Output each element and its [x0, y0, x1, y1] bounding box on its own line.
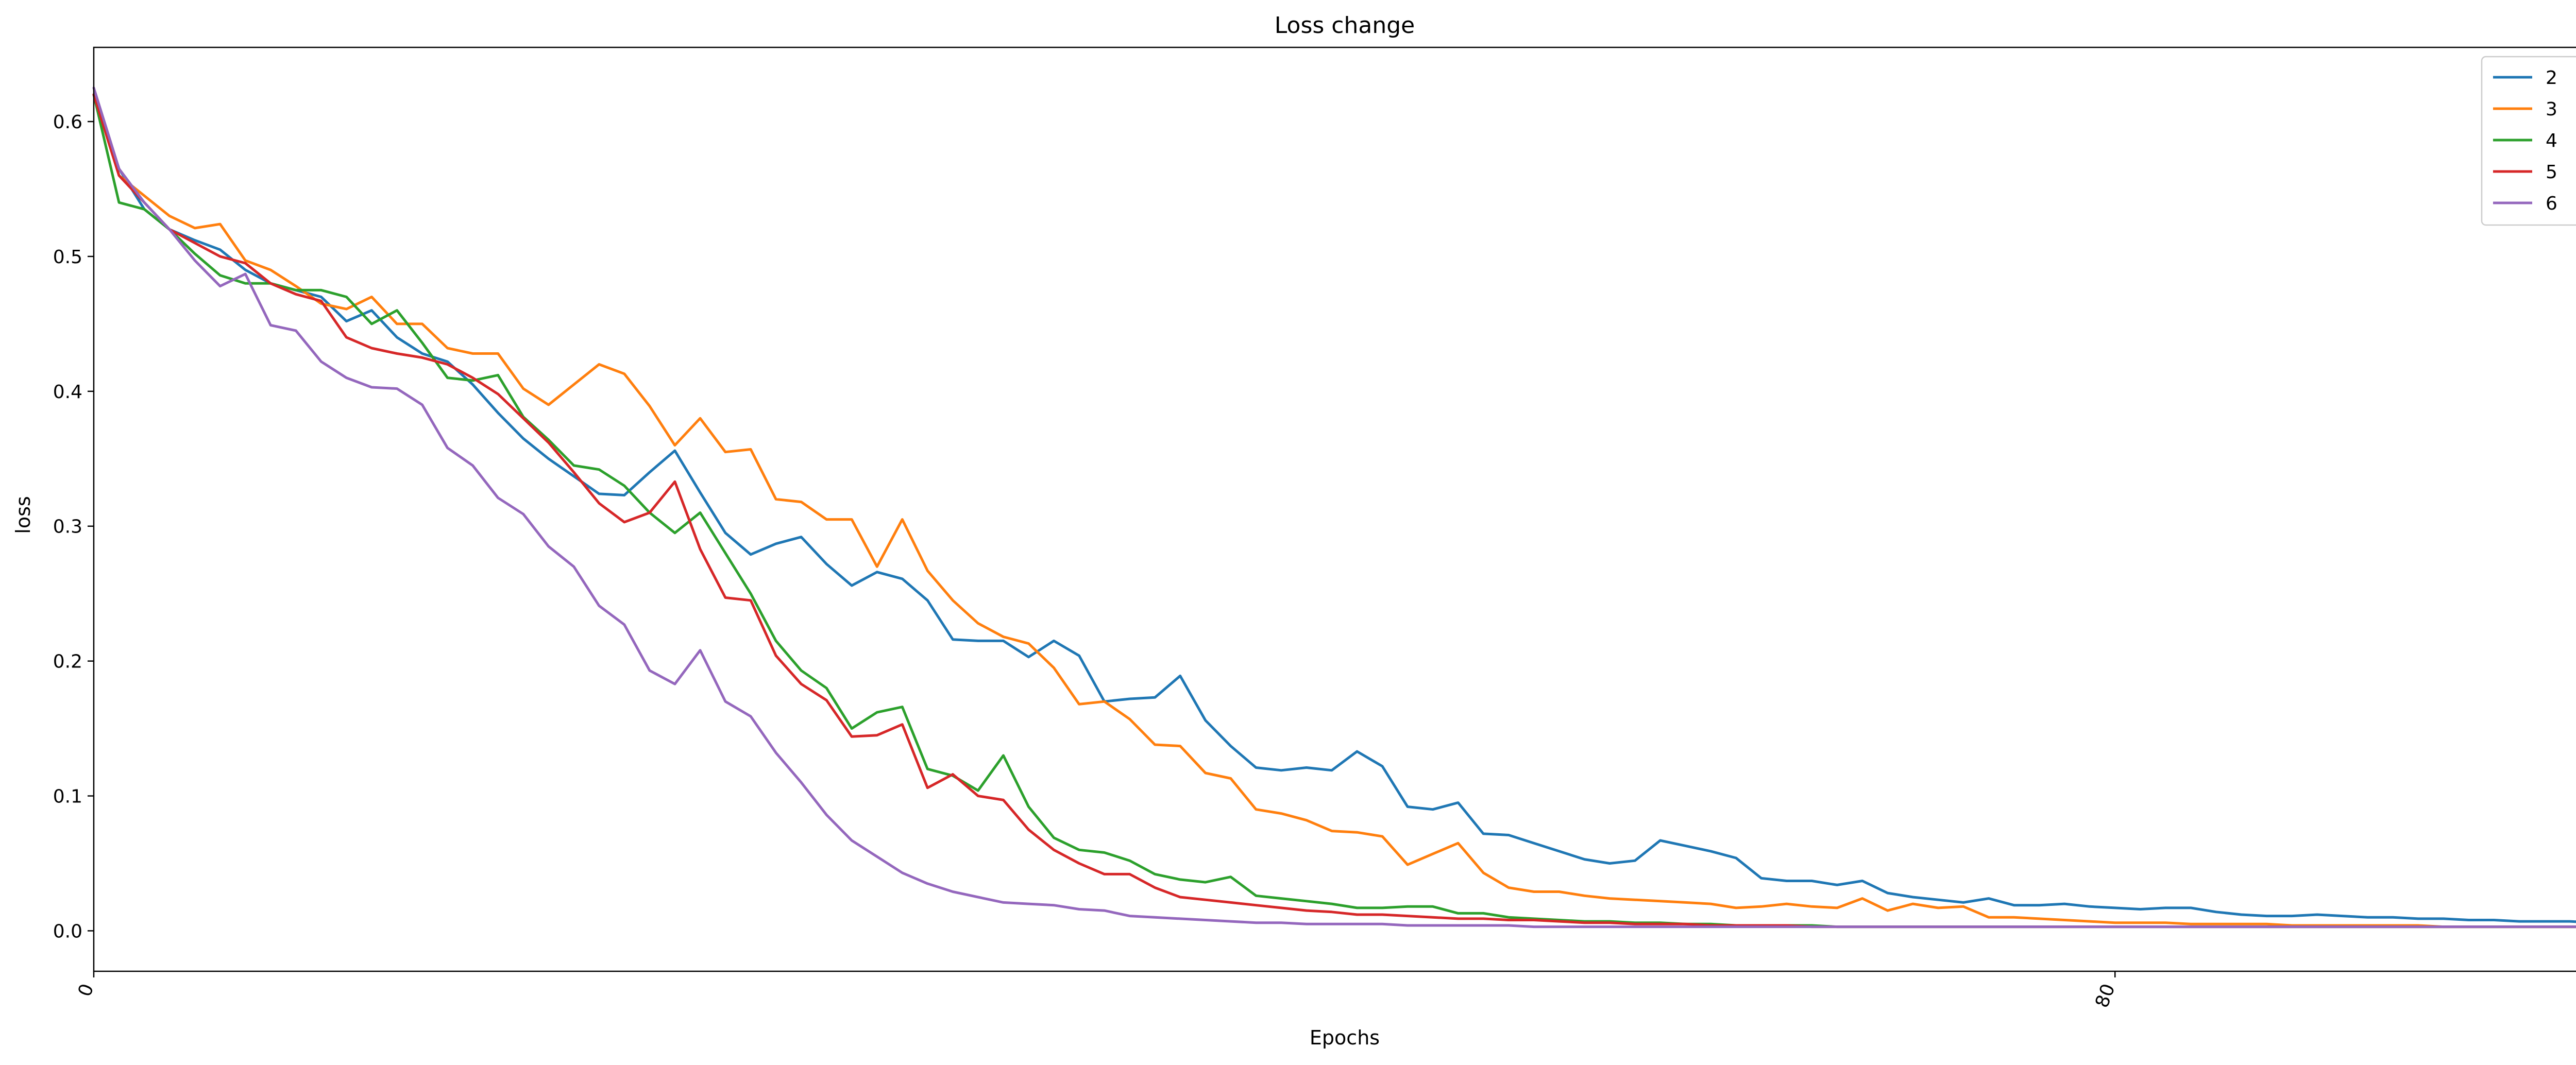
legend-label-4: 4: [2546, 130, 2557, 151]
series-line-2: [92, 93, 2576, 923]
y-tick-label: 0.1: [53, 786, 82, 808]
legend-label-6: 6: [2546, 193, 2557, 214]
x-axis-label: Epochs: [1310, 1026, 1380, 1049]
y-tick-label: 0.6: [53, 112, 82, 133]
series-line-3: [92, 93, 2576, 929]
x-axis: 0 80: [74, 971, 2120, 1010]
plot-frame: [93, 46, 2576, 972]
y-axis: 0.0 0.1 0.2 0.3 0.4 0.5 0.6: [53, 112, 94, 942]
y-tick-label: 0.2: [53, 651, 82, 673]
legend-label-5: 5: [2546, 162, 2557, 183]
y-tick-label: 0.5: [53, 247, 82, 268]
chart-title: Loss change: [1275, 12, 1415, 39]
y-axis-label: loss: [12, 496, 35, 534]
y-tick-label: 0.3: [53, 517, 82, 538]
series-line-6: [92, 87, 2576, 929]
legend: 2 3 4 5 6: [2481, 56, 2576, 226]
legend-label-3: 3: [2546, 99, 2557, 120]
series-line-4: [92, 93, 2576, 929]
y-tick-label: 0.0: [53, 921, 82, 942]
y-tick-label: 0.4: [53, 382, 82, 403]
x-tick-label: 0: [74, 981, 98, 1000]
series-line-5: [92, 93, 2576, 929]
legend-label-2: 2: [2546, 67, 2557, 89]
series-lines: [92, 87, 2576, 929]
x-tick-label: 80: [2091, 981, 2119, 1010]
